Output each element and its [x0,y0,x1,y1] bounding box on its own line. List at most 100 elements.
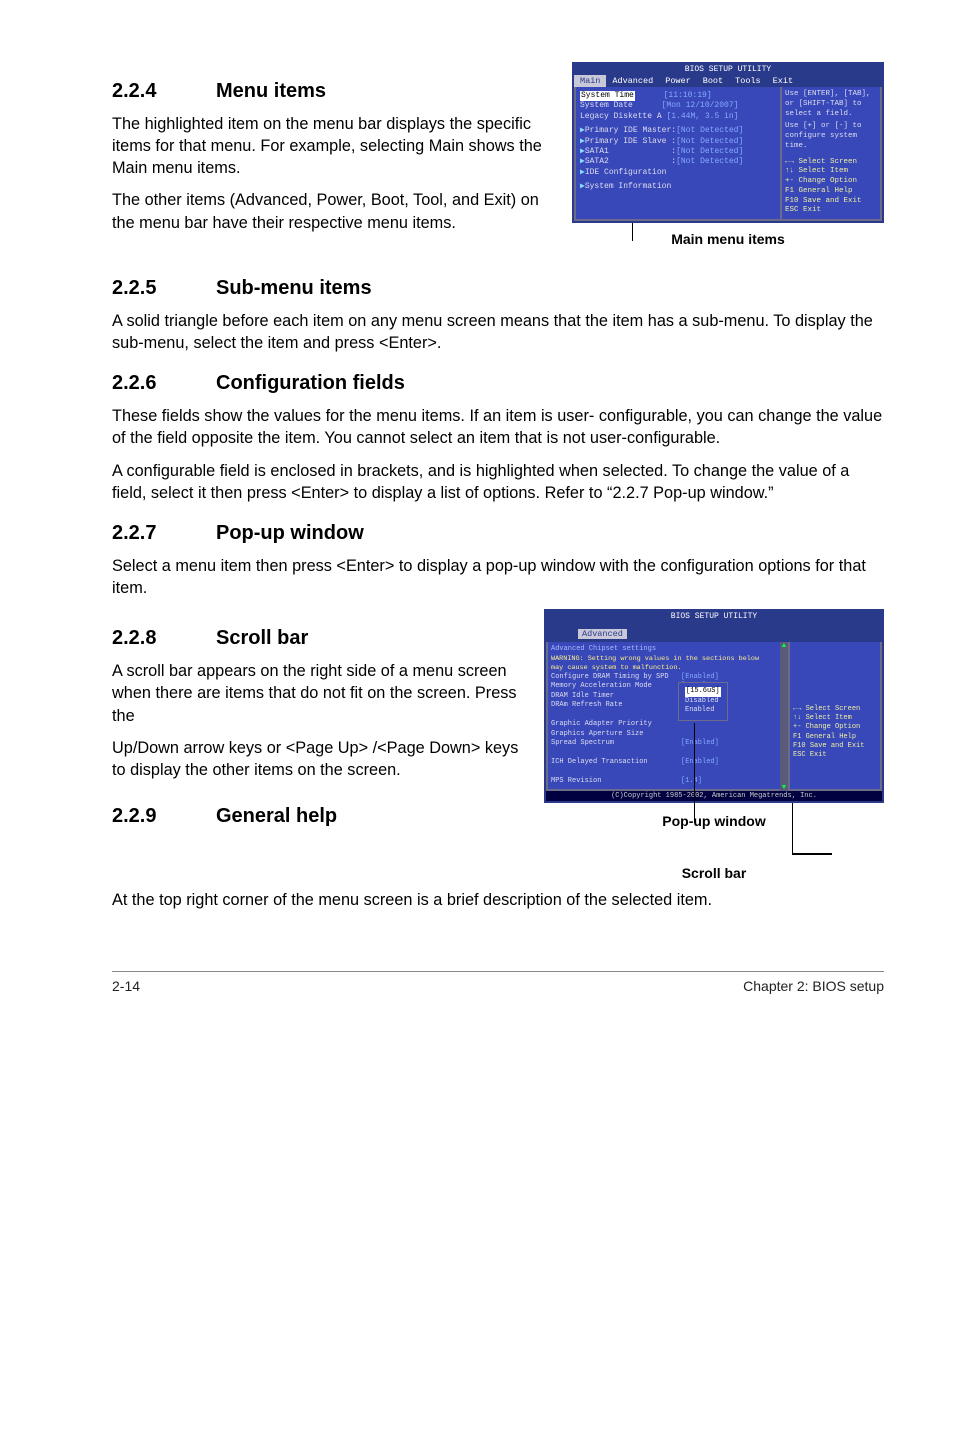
bios2-row-label: Graphic Adapter Priority [551,720,681,729]
bios2-row-label: MPS Revision [551,777,681,786]
scroll-up-icon: ▲ [781,642,788,649]
bios-sub-label: SATA2 [585,157,609,167]
bios-sub-value: [Not Detected] [676,147,743,157]
nav-action: Change Option [806,723,861,731]
bios-sub-value: [Not Detected] [676,126,743,136]
bios-sub-label: SATA1 [585,147,609,157]
bios-sub-value: [Not Detected] [676,137,743,147]
para: The other items (Advanced, Power, Boot, … [112,189,554,233]
bios2-row-value: [Enabled] [681,673,719,682]
heading-title: General help [216,805,337,827]
nav-key: ←→ [785,158,794,166]
heading-num: 2.2.6 [112,372,216,395]
heading-title: Sub-menu items [216,277,372,299]
nav-action: Select Item [799,167,849,175]
bios2-row-label: ICH Delayed Transaction [551,758,681,767]
nav-key: F1 [785,187,794,195]
para: These fields show the values for the men… [112,405,884,449]
bios-tab: Advanced [606,75,659,87]
heading-229: 2.2.9General help [112,805,526,828]
bios2-row-value: [1.4] [681,777,702,786]
bios-row-value: [1.44M, 3.5 in] [666,112,738,122]
bios-tabs: Main Advanced Power Boot Tools Exit [574,75,882,87]
nav-key: ESC [785,206,799,214]
heading-title: Scroll bar [216,627,308,649]
heading-226: 2.2.6Configuration fields [112,372,884,395]
nav-action: Select Item [806,714,852,722]
popup-option: Disabled [685,697,721,706]
heading-title: Pop-up window [216,522,364,544]
bios2-row-label: Configure DRAM Timing by SPD [551,673,681,682]
bios-row-label: Legacy Diskette A [580,112,662,122]
bios-left-pane: System Time [11:10:19] System Date [Mon … [574,87,782,221]
bios2-tab: Advanced [578,629,627,639]
nav-action: Exit [803,206,821,214]
heading-num: 2.2.5 [112,277,216,300]
heading-title: Configuration fields [216,372,405,394]
bios2-left-pane: Advanced Chipset settings WARNING: Setti… [546,642,790,791]
bios-sub-label: Primary IDE Slave [585,137,667,147]
nav-key: ↑↓ [793,714,801,722]
bios-right-pane: Use [ENTER], [TAB], or [SHIFT-TAB] to se… [782,87,882,221]
nav-action: Save and Exit [803,197,862,205]
bios-sub-label: Primary IDE Master [585,126,671,136]
para: The highlighted item on the menu bar dis… [112,113,554,179]
bios-title: BIOS SETUP UTILITY [574,64,882,75]
footer-right: Chapter 2: BIOS setup [743,978,884,994]
bios-row-label: System Date [580,101,633,111]
bios-row-value: [Mon 12/10/2007] [662,101,739,111]
bios2-row-value: [Enabled] [681,758,719,767]
nav-action: General Help [806,733,856,741]
scroll-caption: Scroll bar [544,865,884,881]
para: A solid triangle before each item on any… [112,310,884,354]
bios-caption: Main menu items [572,231,884,247]
nav-key: ↑↓ [785,167,794,175]
nav-key: ←→ [793,705,801,713]
bios-advanced-screenshot: BIOS SETUP UTILITY Advanced Advanced Chi… [544,609,884,803]
page-footer: 2-14 Chapter 2: BIOS setup [112,971,884,994]
bios2-subtitle: Advanced Chipset settings [551,645,785,654]
bios-sysinfo: System Information [585,182,671,192]
heading-num: 2.2.4 [112,80,216,103]
heading-228: 2.2.8Scroll bar [112,627,526,650]
heading-num: 2.2.8 [112,627,216,650]
bios-sub-label: IDE Configuration [585,168,667,178]
bios-tab: Exit [767,75,799,87]
bios-row-label: System Time [580,91,635,101]
nav-action: Save and Exit [810,742,865,750]
bios2-row-label: Memory Acceleration Mode [551,682,681,691]
para: Select a menu item then press <Enter> to… [112,555,884,599]
para: A configurable field is enclosed in brac… [112,460,884,504]
nav-key: +- [785,177,794,185]
bios-row-value: [11:10:19] [664,91,712,101]
bios2-warning: may cause system to malfunction. [551,664,785,673]
bios-help-text: Use [+] or [-] to configure system time. [785,122,877,151]
scroll-down-icon: ▼ [781,784,788,791]
nav-action: Change Option [799,177,858,185]
bios2-footer: (C)Copyright 1985-2002, American Megatre… [546,791,882,801]
popup-option: Enabled [685,706,721,715]
para: Up/Down arrow keys or <Page Up> /<Page D… [112,737,526,781]
nav-action: Exit [810,751,827,759]
nav-key: +- [793,723,801,731]
bios-tab: Boot [697,75,729,87]
bios2-row-label: Graphics Aperture Size [551,730,681,739]
heading-227: 2.2.7Pop-up window [112,522,884,545]
footer-left: 2-14 [112,978,140,994]
bios-sub-value: [Not Detected] [676,157,743,167]
bios2-popup: [15.6uS] Disabled Enabled [678,682,728,720]
bios2-row-label: DRAm Refresh Rate [551,701,681,710]
heading-num: 2.2.7 [112,522,216,545]
bios2-right-pane: ←→ Select Screen ↑↓ Select Item +- Chang… [790,642,882,791]
bios2-row-label: DRAM Idle Timer [551,692,681,701]
bios-tab: Tools [729,75,767,87]
popup-caption: Pop-up window [544,813,884,829]
nav-action: General Help [799,187,853,195]
nav-key: F10 [785,197,799,205]
nav-action: Select Screen [806,705,861,713]
nav-key: F1 [793,733,801,741]
popup-option: [15.6uS] [685,687,721,696]
heading-num: 2.2.9 [112,805,216,828]
bios-tab: Power [659,75,697,87]
para: At the top right corner of the menu scre… [112,889,884,911]
